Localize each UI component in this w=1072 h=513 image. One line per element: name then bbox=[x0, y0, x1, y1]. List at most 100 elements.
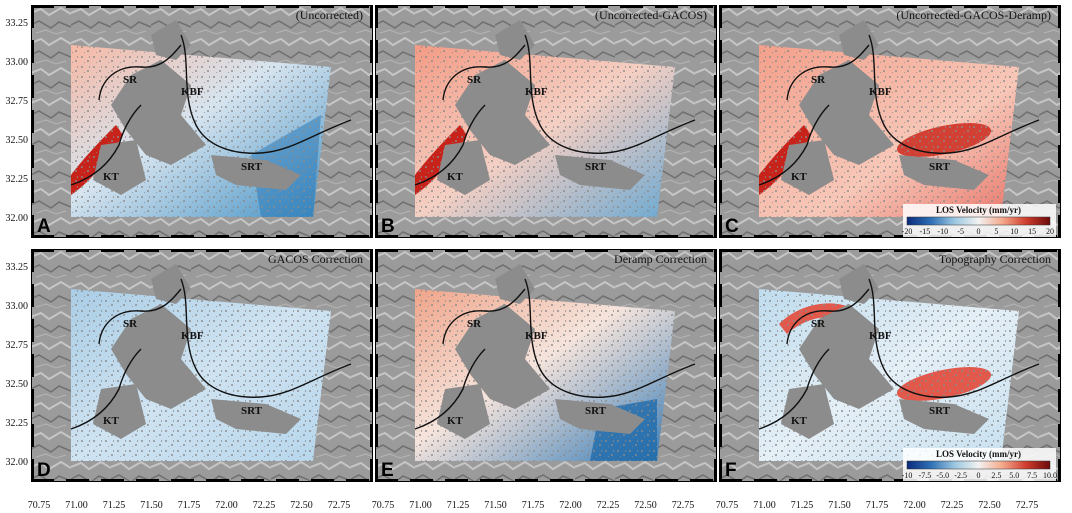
colorbar-tick-label: 5.0 bbox=[1009, 471, 1019, 480]
fault-label-kbf: KBF bbox=[525, 330, 548, 342]
masked-area bbox=[455, 304, 550, 409]
x-tick-label: 72.75 bbox=[672, 500, 695, 511]
panel-c: (Uncorrected-GACOS-Deramp) C SR KBF KT SRT LOS… bbox=[719, 5, 1061, 238]
masked-area bbox=[111, 60, 206, 165]
colorbar-ramp bbox=[906, 460, 1051, 470]
fault-label-kbf: KBF bbox=[525, 86, 548, 98]
fault-label-kbf: KBF bbox=[181, 86, 204, 98]
masked-area bbox=[93, 140, 146, 195]
fault-trace bbox=[70, 348, 142, 430]
x-tick-label: 71.50 bbox=[140, 500, 163, 511]
panel-b: (Uncorrected-GACOS) B SR KBF KT SRT bbox=[375, 5, 717, 238]
x-tick-label: 71.50 bbox=[828, 500, 851, 511]
y-tick-label: 32.50 bbox=[6, 379, 29, 390]
panel-title: (Uncorrected-GACOS-Deramp) bbox=[896, 8, 1051, 22]
masked-area bbox=[151, 20, 191, 60]
colorbar-tick-label: 20 bbox=[1046, 227, 1054, 236]
fault-label-kt: KT bbox=[103, 415, 120, 427]
panel-d: GACOS Correction D SR KBF KT SRT 33.25 33.00 32.… bbox=[6, 249, 373, 482]
x-tick-label: 72.50 bbox=[978, 500, 1001, 511]
fault-trace bbox=[758, 348, 830, 430]
colorbar-tick-label: -5 bbox=[957, 227, 964, 236]
y-tick-label: 33.00 bbox=[6, 57, 29, 68]
x-tick-label: 71.00 bbox=[409, 500, 432, 511]
panel-letter: B bbox=[381, 216, 395, 237]
x-tick-label: 72.75 bbox=[328, 500, 351, 511]
fault-label-sr: SR bbox=[811, 74, 826, 86]
panel-a: (Uncorrected) A SR KBF KT SRT 33.25 33.00 32.75 3… bbox=[6, 5, 373, 238]
masked-area bbox=[839, 264, 879, 304]
x-tick-label: 71.00 bbox=[753, 500, 776, 511]
x-tick-label: 72.25 bbox=[253, 500, 276, 511]
fault-trace bbox=[786, 44, 870, 101]
masked-area bbox=[839, 20, 879, 60]
y-tick-label: 32.75 bbox=[6, 340, 29, 351]
fault-trace bbox=[524, 34, 696, 154]
fault-label-srt: SRT bbox=[241, 405, 263, 417]
colorbar-title: LOS Velocity (mm/yr) bbox=[936, 205, 1021, 215]
masked-area bbox=[781, 384, 834, 439]
y-tick-label: 32.00 bbox=[6, 213, 29, 224]
x-tick-label: 71.00 bbox=[65, 500, 88, 511]
x-tick-label: 71.25 bbox=[447, 500, 470, 511]
colorbar-tick-label: 0 bbox=[977, 471, 981, 480]
x-tick-label: 72.25 bbox=[597, 500, 620, 511]
fault-label-kt: KT bbox=[791, 171, 808, 183]
fault-trace bbox=[414, 104, 486, 186]
fault-label-kbf: KBF bbox=[869, 86, 892, 98]
fault-label-kt: KT bbox=[791, 415, 808, 427]
x-tick-label: 70.75 bbox=[716, 500, 739, 511]
y-tick-label: 33.25 bbox=[6, 18, 29, 29]
decorrelation-speckle bbox=[415, 45, 675, 217]
panel-letter: F bbox=[725, 460, 737, 481]
fault-trace bbox=[70, 104, 142, 186]
panel-title: (Uncorrected) bbox=[296, 8, 363, 22]
x-tick-label: 71.50 bbox=[484, 500, 507, 511]
fault-label-kbf: KBF bbox=[181, 330, 204, 342]
colorbar-tick-label: -5.0 bbox=[936, 471, 949, 480]
panel-letter: D bbox=[37, 460, 51, 481]
x-tick-label: 71.25 bbox=[791, 500, 814, 511]
colorbar-tick-label: -15 bbox=[920, 227, 931, 236]
x-tick-label: 71.25 bbox=[103, 500, 126, 511]
fault-trace bbox=[98, 288, 182, 345]
panel-title: Topography Correction bbox=[939, 252, 1051, 266]
decorrelation-speckle bbox=[71, 289, 331, 461]
colorbar-ramp bbox=[906, 216, 1051, 226]
fault-trace bbox=[524, 278, 696, 398]
fault-trace bbox=[442, 44, 526, 101]
x-tick-label: 72.00 bbox=[903, 500, 926, 511]
fault-label-kt: KT bbox=[447, 171, 464, 183]
y-tick-label: 32.75 bbox=[6, 96, 29, 107]
colorbar-tick-label: -10 bbox=[937, 227, 948, 236]
y-tick-label: 32.25 bbox=[6, 418, 29, 429]
fault-label-sr: SR bbox=[467, 318, 482, 330]
masked-area bbox=[781, 140, 834, 195]
fault-trace bbox=[180, 34, 352, 154]
x-tick-label: 70.75 bbox=[28, 500, 51, 511]
x-tick-label: 72.00 bbox=[215, 500, 238, 511]
masked-area bbox=[799, 60, 894, 165]
colorbar-tick-label: 0 bbox=[977, 227, 981, 236]
colorbar-tick-label: 5 bbox=[994, 227, 998, 236]
fault-label-kt: KT bbox=[103, 171, 120, 183]
fault-label-kt: KT bbox=[447, 415, 464, 427]
colorbar-tick-label: 15 bbox=[1028, 227, 1036, 236]
colorbar-tick-label: 7.5 bbox=[1027, 471, 1037, 480]
panel-title: GACOS Correction bbox=[268, 252, 363, 266]
panel-e: Deramp Correction E SR KBF KT SRT bbox=[375, 249, 717, 482]
decorrelation-speckle bbox=[71, 45, 331, 217]
decorrelation-speckle bbox=[415, 289, 675, 461]
fault-trace bbox=[442, 288, 526, 345]
panel-f: Topography Correction F SR KBF KT SRT LOS Velo… bbox=[719, 249, 1061, 482]
fault-label-sr: SR bbox=[811, 318, 826, 330]
masked-area bbox=[899, 155, 989, 190]
fault-trace bbox=[868, 34, 1040, 154]
y-tick-label: 33.00 bbox=[6, 301, 29, 312]
fault-label-srt: SRT bbox=[929, 405, 951, 417]
x-tick-label: 71.75 bbox=[522, 500, 545, 511]
masked-area bbox=[899, 399, 989, 434]
fault-label-srt: SRT bbox=[241, 161, 263, 173]
y-tick-label: 32.25 bbox=[6, 174, 29, 185]
